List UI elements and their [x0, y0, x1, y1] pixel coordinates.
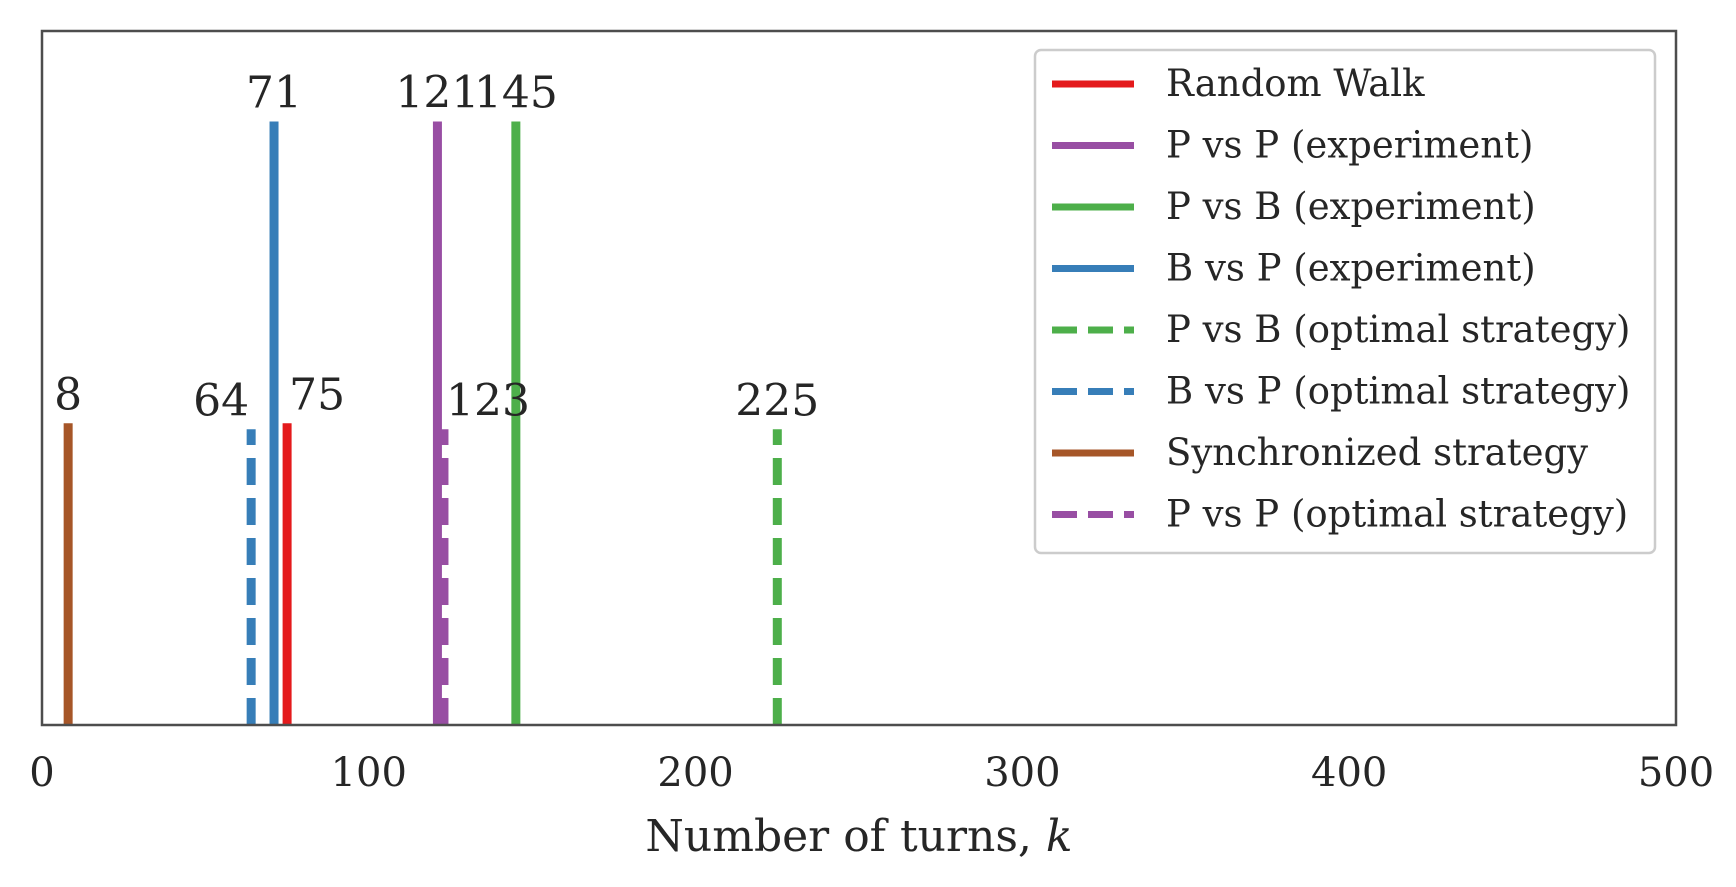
x-axis-title: Number of turns, k — [645, 811, 1072, 862]
legend-label-4: P vs B (optimal strategy) — [1166, 308, 1631, 351]
legend-label-1: P vs P (experiment) — [1166, 124, 1533, 167]
data-label-5: 64 — [193, 375, 249, 426]
legend-frame — [1033, 48, 1657, 555]
plot-frame — [40, 29, 1678, 727]
legend: Random Walk P vs P (experiment) P vs B (ex… — [1033, 48, 1657, 555]
x-tick-label-0: 0 — [29, 750, 54, 796]
legend-label-6: Synchronized strategy — [1166, 431, 1588, 474]
data-label-0: 75 — [289, 369, 345, 420]
data-label-7: 123 — [446, 375, 530, 426]
legend-label-3: B vs P (experiment) — [1166, 247, 1536, 290]
x-tick-label-5: 500 — [1638, 750, 1714, 796]
data-label-2: 145 — [474, 68, 558, 119]
legend-label-5: B vs P (optimal strategy) — [1166, 370, 1631, 413]
data-label-3: 71 — [246, 68, 302, 119]
data-label-4: 225 — [735, 375, 819, 426]
legend-label-0: Random Walk — [1166, 62, 1425, 105]
data-label-6: 8 — [54, 369, 82, 420]
legend-label-2: P vs B (experiment) — [1166, 185, 1536, 228]
data-label-1: 121 — [395, 68, 479, 119]
vertical-lines-group — [63, 121, 782, 725]
x-tick-label-4: 400 — [1311, 750, 1387, 796]
x-tick-label-2: 200 — [657, 750, 733, 796]
x-tick-label-3: 300 — [984, 750, 1060, 796]
legend-label-7: P vs P (optimal strategy) — [1166, 493, 1628, 536]
x-tick-label-1: 100 — [331, 750, 407, 796]
x-tick-labels: 0 100 200 300 400 500 — [29, 750, 1714, 796]
